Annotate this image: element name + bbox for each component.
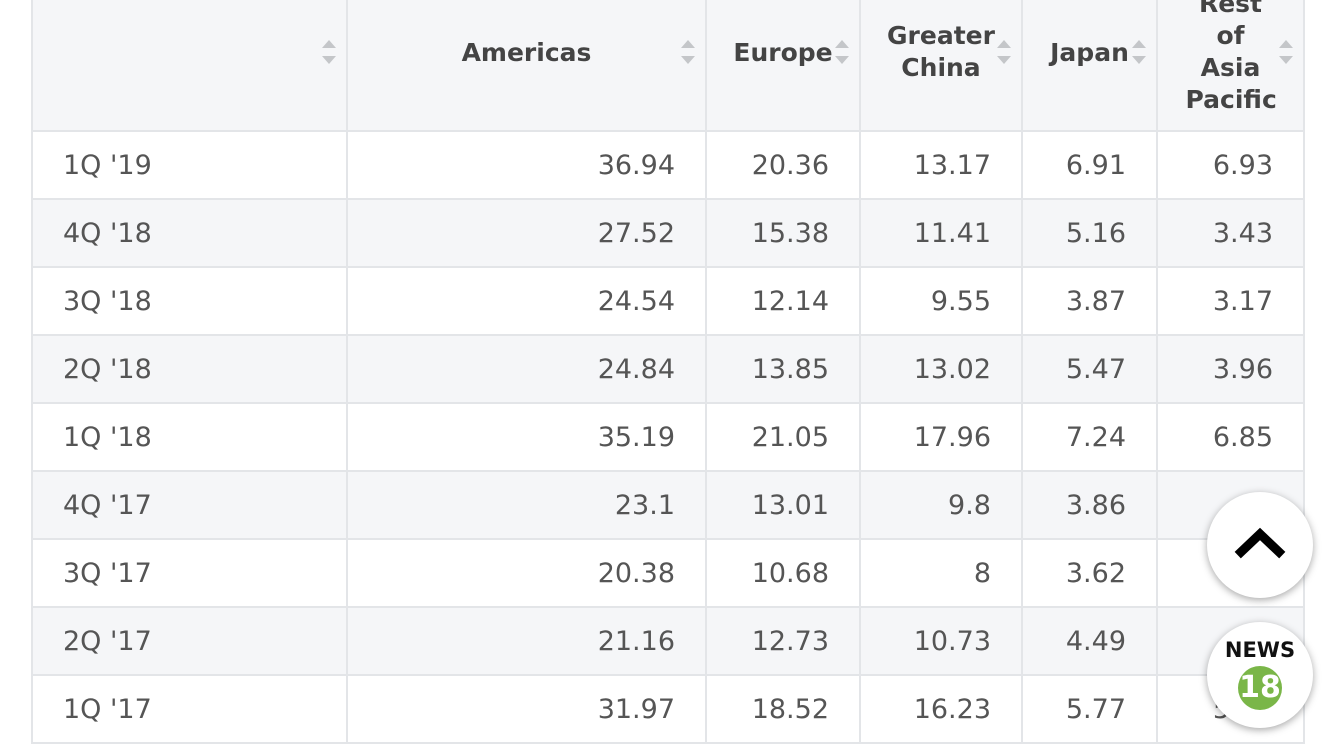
- cell: 15.38: [705, 198, 861, 268]
- scroll-top-button[interactable]: [1207, 492, 1313, 598]
- cell: 16.23: [859, 674, 1023, 744]
- row-label: 4Q '17: [31, 470, 348, 540]
- cell: 5.16: [1021, 198, 1158, 268]
- table-row: 4Q '17 23.1 13.01 9.8 3.86: [31, 470, 1305, 540]
- cell: 11.41: [859, 198, 1023, 268]
- cell: 6.85: [1156, 402, 1305, 472]
- cell: 10.68: [705, 538, 861, 608]
- cell: 5.47: [1021, 334, 1158, 404]
- header-cell[interactable]: Japan: [1021, 0, 1158, 132]
- sort-icon: [681, 40, 695, 64]
- cell: 5.77: [1021, 674, 1158, 744]
- news-label: NEWS: [1224, 638, 1296, 662]
- row-label: 2Q '17: [31, 606, 348, 676]
- row-label: 3Q '17: [31, 538, 348, 608]
- sort-icon: [1132, 40, 1146, 64]
- row-label: 1Q '17: [31, 674, 348, 744]
- cell: 13.01: [705, 470, 861, 540]
- cell: 3.96: [1156, 334, 1305, 404]
- row-label: 4Q '18: [31, 198, 348, 268]
- sort-icon: [1279, 40, 1293, 64]
- cell: 4.49: [1021, 606, 1158, 676]
- cell: 21.16: [346, 606, 707, 676]
- cell: 13.17: [859, 130, 1023, 200]
- cell: 9.8: [859, 470, 1023, 540]
- cell: 35.19: [346, 402, 707, 472]
- header-row: Americas Europe Greater China Japan Rest of …: [31, 0, 1305, 132]
- row-label: 1Q '19: [31, 130, 348, 200]
- row-label: 3Q '18: [31, 266, 348, 336]
- cell: 10.73: [859, 606, 1023, 676]
- cell: 3.62: [1021, 538, 1158, 608]
- header-cell[interactable]: Rest of Asia Pacific: [1156, 0, 1305, 132]
- sort-icon: [835, 40, 849, 64]
- cell: 3.17: [1156, 266, 1305, 336]
- cell: 27.52: [346, 198, 707, 268]
- row-label: 1Q '18: [31, 402, 348, 472]
- cell: 6.93: [1156, 130, 1305, 200]
- cell: 13.02: [859, 334, 1023, 404]
- data-table: Americas Europe Greater China Japan Rest of …: [31, 0, 1305, 744]
- cell: 24.54: [346, 266, 707, 336]
- column-header: Americas: [461, 37, 592, 67]
- news-count: 18: [1238, 666, 1282, 710]
- header-cell[interactable]: Americas: [346, 0, 707, 132]
- table-body: 1Q '19 36.94 20.36 13.17 6.91 6.93 4Q '18 27.52…: [31, 130, 1305, 744]
- cell: 24.84: [346, 334, 707, 404]
- column-header: Greater China: [887, 21, 995, 82]
- table-container: Americas Europe Greater China Japan Rest of …: [31, 0, 1305, 744]
- header-cell[interactable]: [31, 0, 348, 132]
- header-cell[interactable]: Greater China: [859, 0, 1023, 132]
- cell: 36.94: [346, 130, 707, 200]
- cell: 20.36: [705, 130, 861, 200]
- column-header: Japan: [1050, 37, 1129, 67]
- header-cell[interactable]: Europe: [705, 0, 861, 132]
- table-row: 1Q '19 36.94 20.36 13.17 6.91 6.93: [31, 130, 1305, 200]
- sort-icon: [322, 40, 336, 64]
- table-row: 3Q '17 20.38 10.68 8 3.62: [31, 538, 1305, 608]
- cell: 31.97: [346, 674, 707, 744]
- cell: 9.55: [859, 266, 1023, 336]
- cell: 6.91: [1021, 130, 1158, 200]
- cell: 20.38: [346, 538, 707, 608]
- table-row: 2Q '18 24.84 13.85 13.02 5.47 3.96: [31, 334, 1305, 404]
- table-row: 1Q '18 35.19 21.05 17.96 7.24 6.85: [31, 402, 1305, 472]
- news-button[interactable]: NEWS 18: [1207, 622, 1313, 728]
- cell: 12.73: [705, 606, 861, 676]
- column-header: Rest of Asia Pacific: [1185, 0, 1277, 114]
- cell: 3.87: [1021, 266, 1158, 336]
- column-header: Europe: [733, 37, 833, 67]
- chevron-up-icon: [1234, 527, 1286, 559]
- table-row: 3Q '18 24.54 12.14 9.55 3.87 3.17: [31, 266, 1305, 336]
- cell: 17.96: [859, 402, 1023, 472]
- cell: 23.1: [346, 470, 707, 540]
- cell: 21.05: [705, 402, 861, 472]
- cell: 18.52: [705, 674, 861, 744]
- cell: 12.14: [705, 266, 861, 336]
- cell: 3.86: [1021, 470, 1158, 540]
- table-row: 2Q '17 21.16 12.73 10.73 4.49: [31, 606, 1305, 676]
- cell: 3.43: [1156, 198, 1305, 268]
- cell: 8: [859, 538, 1023, 608]
- row-label: 2Q '18: [31, 334, 348, 404]
- cell: 13.85: [705, 334, 861, 404]
- cell: 7.24: [1021, 402, 1158, 472]
- sort-icon: [997, 40, 1011, 64]
- table-row: 4Q '18 27.52 15.38 11.41 5.16 3.43: [31, 198, 1305, 268]
